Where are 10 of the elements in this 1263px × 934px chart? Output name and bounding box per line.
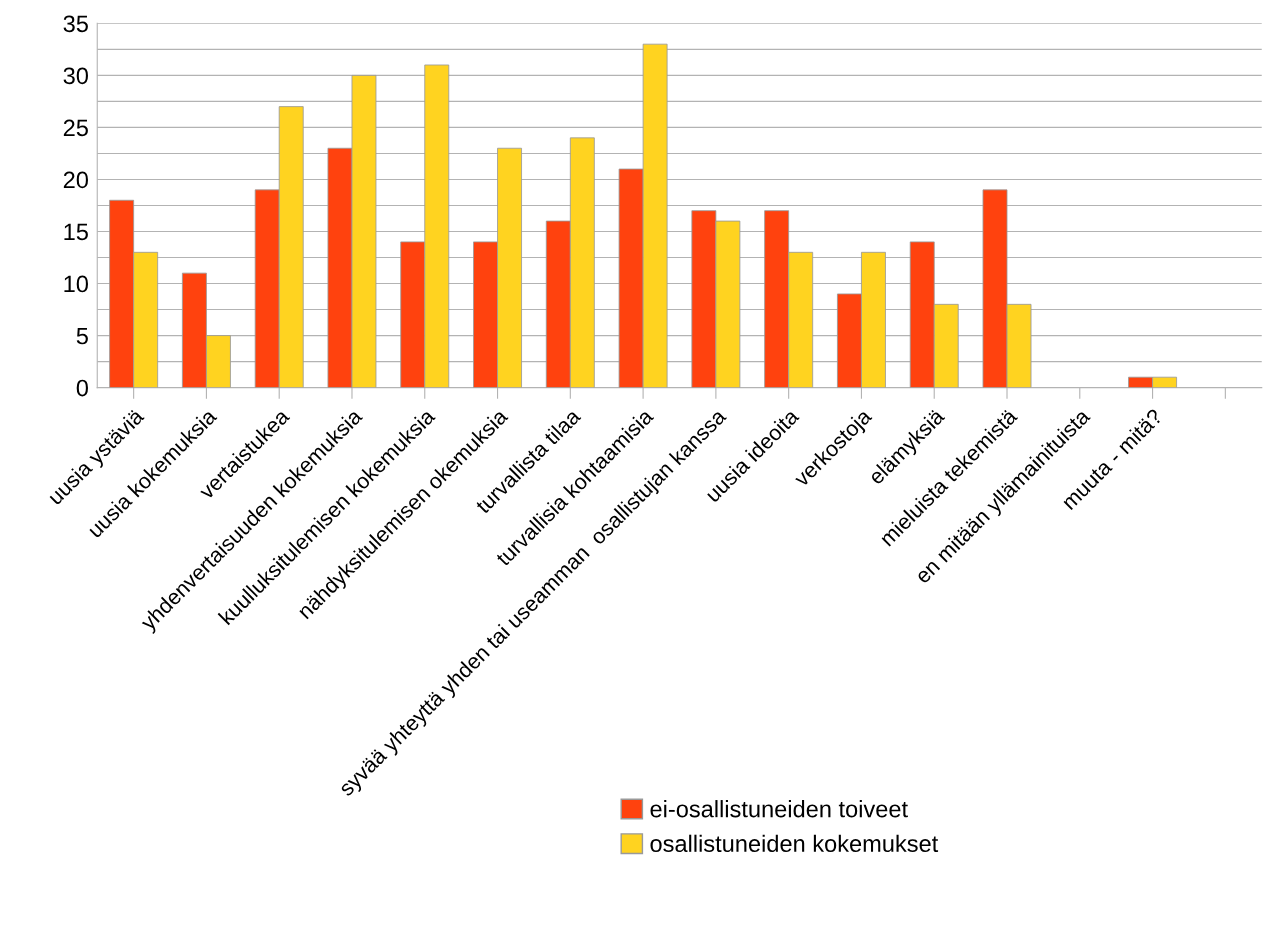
y-tick-label: 15 <box>64 223 88 241</box>
y-tick-label: 25 <box>63 119 88 137</box>
y-tick-label: 0 <box>76 379 88 397</box>
y-tick-label: 30 <box>63 67 88 85</box>
legend-label: ei-osallistuneiden toiveet <box>650 800 908 818</box>
legend-label: osallistuneiden kokemukset <box>650 834 939 853</box>
y-tick-label: 10 <box>64 275 88 293</box>
y-tick-label: 35 <box>63 15 88 33</box>
y-tick-label: 5 <box>76 327 88 345</box>
y-tick-label: 20 <box>63 171 88 189</box>
